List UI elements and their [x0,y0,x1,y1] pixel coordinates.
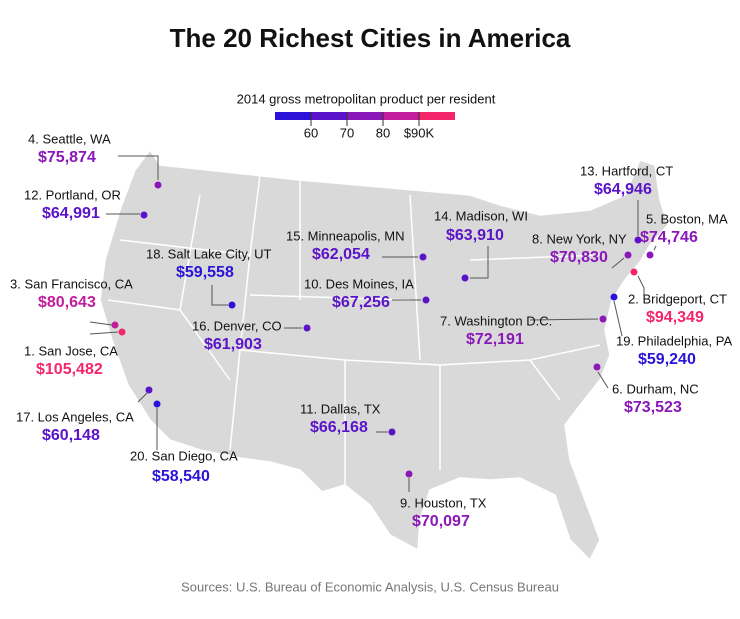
leader-line [653,245,657,251]
city-dot [145,386,153,394]
city-dot [461,274,469,282]
city-label: 16. Denver, CO [192,318,282,333]
city-dot [111,321,119,329]
title: The 20 Richest Cities in America [170,23,571,53]
city-dot [405,470,413,478]
city-value: $59,240 [638,351,696,368]
city-label: 18. Salt Lake City, UT [146,246,272,261]
city-label: 12. Portland, OR [24,187,121,202]
city-value: $60,148 [42,427,100,444]
city-value: $66,168 [310,419,368,436]
city-dot [153,400,161,408]
leader-line [470,246,489,279]
legend-title: 2014 gross metropolitan product per resi… [237,91,496,106]
city-label: 15. Minneapolis, MN [286,228,405,243]
city-value: $74,746 [640,229,698,246]
city-value: $67,256 [332,294,390,311]
leader-line [89,331,119,335]
city-dot [388,428,396,436]
city-value: $61,903 [204,336,262,353]
city-value: $70,097 [412,513,470,530]
city-value: $73,523 [624,399,682,416]
city-value: $58,540 [152,468,210,485]
city-dot [154,181,162,189]
city-dot [599,315,607,323]
city-label: 20. San Diego, CA [130,448,238,463]
legend-swatch [383,112,419,120]
city-dot [634,236,642,244]
city-value: $59,558 [176,264,234,281]
legend-swatch [419,112,455,120]
legend-swatch [275,112,311,120]
city-value: $94,349 [646,309,704,326]
leader-line [613,300,623,337]
city-dot [624,251,632,259]
leader-line [529,318,599,321]
leader-line [89,321,113,326]
leader-line [211,285,228,306]
city-label: 14. Madison, WI [434,208,528,223]
leader-line [597,371,609,389]
city-label: 2. Bridgeport, CT [628,291,727,306]
city-label: 11. Dallas, TX [300,401,381,416]
leader-line [137,392,148,403]
city-dot [646,251,654,259]
leader-line [611,257,625,269]
city-dot [228,301,236,309]
city-dot [118,328,126,336]
us-map [99,148,669,562]
leader-line [118,155,159,180]
city-dot [593,363,601,371]
city-value: $72,191 [466,331,524,348]
city-label: 19. Philadelphia, PA [616,333,732,348]
legend-swatch [311,112,347,120]
legend-tick-label: $90K [404,125,435,140]
city-label: 13. Hartford, CT [580,163,673,178]
city-label: 5. Boston, MA [646,211,728,226]
city-value: $62,054 [312,246,370,263]
city-label: 3. San Francisco, CA [10,276,133,291]
city-label: 6. Durham, NC [612,381,699,396]
city-label: 10. Des Moines, IA [304,276,414,291]
city-value: $63,910 [446,227,504,244]
city-value: $105,482 [36,361,103,378]
city-dot [303,324,311,332]
city-label: 17. Los Angeles, CA [16,409,134,424]
city-dot [422,296,430,304]
city-dot [140,211,148,219]
city-label: 8. New York, NY [532,231,627,246]
leader-line [637,275,645,296]
city-label: 4. Seattle, WA [28,131,111,146]
city-dot [630,268,638,276]
source: Sources: U.S. Bureau of Economic Analysi… [181,579,559,594]
legend-swatch [347,112,383,120]
city-value: $70,830 [550,249,608,266]
legend-tick-label: 60 [304,125,318,140]
legend-tick-label: 80 [376,125,390,140]
city-dot [419,253,427,261]
state-borders [107,174,601,485]
land [99,148,669,562]
city-label: 7. Washington D.C. [440,313,552,328]
city-value: $64,991 [42,205,100,222]
city-label: 9. Houston, TX [400,495,487,510]
city-value: $80,643 [38,294,96,311]
city-value: $75,874 [38,149,96,166]
city-value: $64,946 [594,181,652,198]
legend-tick-label: 70 [340,125,354,140]
city-label: 1. San Jose, CA [24,343,118,358]
city-dot [610,293,618,301]
